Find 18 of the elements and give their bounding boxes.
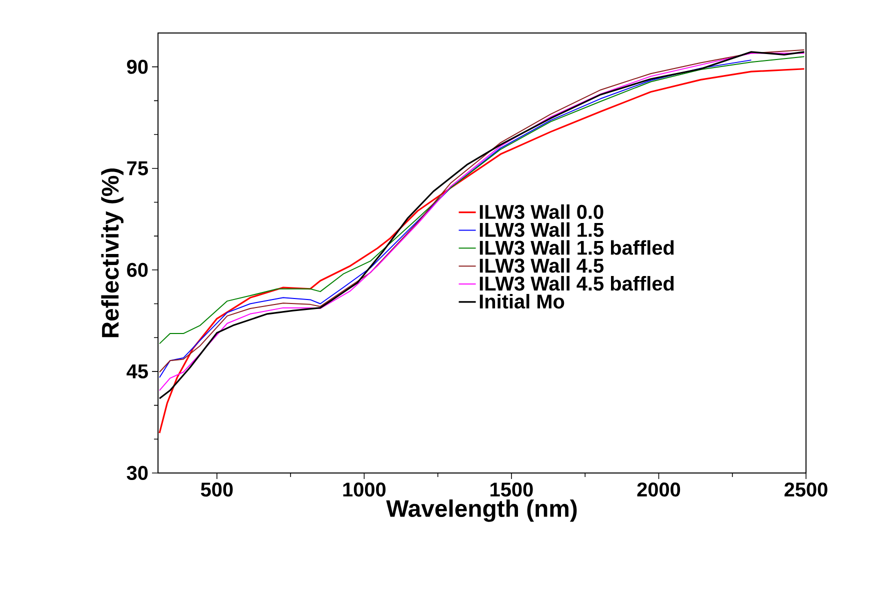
y-tick-label: 60 xyxy=(127,262,148,277)
y-tick-label: 75 xyxy=(127,161,148,176)
legend-label: ILW3 Wall 4.5 xyxy=(480,258,604,273)
legend-label: ILW3 Wall 0.0 xyxy=(480,204,604,220)
x-tick-label: 500 xyxy=(200,482,233,497)
legend-label: ILW3 Wall 1.5 baffled xyxy=(480,240,674,255)
y-tick-label: 90 xyxy=(127,60,148,74)
x-tick-label: 1000 xyxy=(343,482,386,497)
y-tick-label: 30 xyxy=(126,466,148,480)
x-axis-title: Wavelength (nm) xyxy=(386,499,577,522)
legend-label: Initial Mo xyxy=(480,294,564,309)
x-tick-label: 1500 xyxy=(490,482,533,497)
legend-label: ILW3 Wall 1.5 xyxy=(480,222,604,237)
y-tick-label: 45 xyxy=(126,364,148,378)
y-axis-title: Reflectivity (%) xyxy=(101,168,124,338)
legend-label: ILW3 Wall 4.5 baffled xyxy=(480,276,674,291)
x-tick-label: 2000 xyxy=(637,482,680,497)
x-tick-label: 2500 xyxy=(784,482,828,497)
